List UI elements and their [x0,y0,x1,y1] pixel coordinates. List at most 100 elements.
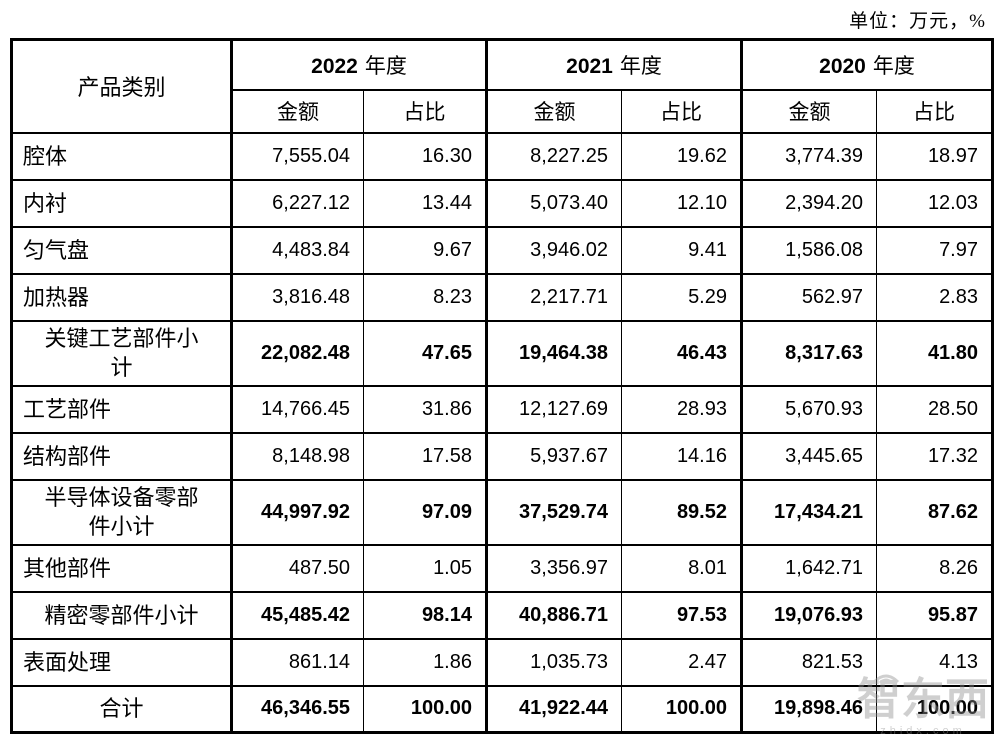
table-row: 内衬 6,227.12 13.44 5,073.40 12.10 2,394.2… [11,178,993,228]
ratio-2021: 5.29 [621,272,742,322]
amount-2021: 3,356.97 [485,543,622,593]
amount-2022: 45,485.42 [230,590,364,640]
amount-2022: 44,997.92 [230,478,364,546]
ratio-2020: 41.80 [876,319,993,387]
year-suffix: 年度 [872,53,915,78]
amount-2022: 22,082.48 [230,319,364,387]
product-category-header: 产品类别 [11,38,232,134]
amount-header-2022: 金额 [230,88,364,134]
ratio-2020: 28.50 [876,384,993,434]
ratio-2021: 2.47 [621,637,742,687]
amount-2022: 8,148.98 [230,431,364,481]
table-row: 加热器 3,816.48 8.23 2,217.71 5.29 562.97 2… [11,272,993,322]
amount-2021: 37,529.74 [485,478,622,546]
ratio-2022: 16.30 [363,131,487,181]
row-label: 半导体设备零部件小计 [11,478,232,546]
amount-2021: 40,886.71 [485,590,622,640]
year-suffix: 年度 [619,53,662,78]
row-label: 合计 [11,684,232,734]
amount-2020: 5,670.93 [740,384,877,434]
table-row-subtotal: 精密零部件小计 45,485.42 98.14 40,886.71 97.53 … [11,590,993,640]
row-label: 匀气盘 [11,225,232,275]
amount-2022: 487.50 [230,543,364,593]
amount-2022: 3,816.48 [230,272,364,322]
amount-2020: 8,317.63 [740,319,877,387]
amount-2022: 6,227.12 [230,178,364,228]
amount-2022: 4,483.84 [230,225,364,275]
amount-2020: 19,898.46 [740,684,877,734]
amount-2021: 8,227.25 [485,131,622,181]
table-row: 表面处理 861.14 1.86 1,035.73 2.47 821.53 4.… [11,637,993,687]
ratio-2022: 1.05 [363,543,487,593]
row-label: 加热器 [11,272,232,322]
year-number: 2021 [566,54,613,78]
year-number: 2022 [311,54,358,78]
ratio-2022: 13.44 [363,178,487,228]
table-row: 腔体 7,555.04 16.30 8,227.25 19.62 3,774.3… [11,131,993,181]
amount-2020: 2,394.20 [740,178,877,228]
ratio-2022: 8.23 [363,272,487,322]
ratio-2020: 8.26 [876,543,993,593]
ratio-2022: 47.65 [363,319,487,387]
amount-2022: 7,555.04 [230,131,364,181]
unit-label: 单位：万元，% [849,11,986,32]
product-revenue-table: 产品类别 2022 年度 2021 年度 2020 年度 金额 占比 金额 占比 金额… [10,38,994,734]
row-label: 腔体 [11,131,232,181]
row-label: 其他部件 [11,543,232,593]
amount-2020: 562.97 [740,272,877,322]
amount-2021: 12,127.69 [485,384,622,434]
ratio-2021: 8.01 [621,543,742,593]
amount-2021: 1,035.73 [485,637,622,687]
table-row: 工艺部件 14,766.45 31.86 12,127.69 28.93 5,6… [11,384,993,434]
amount-2021: 5,073.40 [485,178,622,228]
ratio-2021: 19.62 [621,131,742,181]
amount-2022: 861.14 [230,637,364,687]
amount-2020: 19,076.93 [740,590,877,640]
ratio-2020: 95.87 [876,590,993,640]
table-row-total: 合计 46,346.55 100.00 41,922.44 100.00 19,… [11,684,993,734]
ratio-2022: 98.14 [363,590,487,640]
year-suffix: 年度 [364,53,407,78]
amount-2021: 19,464.38 [485,319,622,387]
table-row-subtotal: 半导体设备零部件小计 44,997.92 97.09 37,529.74 89.… [11,478,993,546]
ratio-2020: 17.32 [876,431,993,481]
ratio-2022: 17.58 [363,431,487,481]
amount-header-2020: 金额 [740,88,877,134]
ratio-2022: 31.86 [363,384,487,434]
ratio-2022: 97.09 [363,478,487,546]
ratio-2021: 9.41 [621,225,742,275]
ratio-header-2020: 占比 [876,88,993,134]
table-header-sub-row: 金额 占比 金额 占比 金额 占比 [12,88,993,134]
ratio-2021: 14.16 [621,431,742,481]
amount-2021: 2,217.71 [485,272,622,322]
ratio-header-2022: 占比 [363,88,487,134]
amount-2020: 821.53 [740,637,877,687]
ratio-2021: 28.93 [621,384,742,434]
table-header-year-row: 产品类别 2022 年度 2021 年度 2020 年度 [11,38,993,134]
year-number: 2020 [819,54,866,78]
amount-header-2021: 金额 [485,88,622,134]
year-header-2021: 2021 年度 [485,38,742,91]
ratio-2022: 9.67 [363,225,487,275]
row-label: 结构部件 [11,431,232,481]
amount-2021: 3,946.02 [485,225,622,275]
row-label: 工艺部件 [11,384,232,434]
ratio-2020: 7.97 [876,225,993,275]
ratio-2022: 1.86 [363,637,487,687]
ratio-2020: 18.97 [876,131,993,181]
amount-2022: 14,766.45 [230,384,364,434]
ratio-2020: 12.03 [876,178,993,228]
ratio-2022: 100.00 [363,684,487,734]
row-label: 表面处理 [11,637,232,687]
amount-2020: 1,642.71 [740,543,877,593]
amount-2022: 46,346.55 [230,684,364,734]
amount-2020: 1,586.08 [740,225,877,275]
row-label: 内衬 [11,178,232,228]
amount-2020: 3,774.39 [740,131,877,181]
table-row: 结构部件 8,148.98 17.58 5,937.67 14.16 3,445… [11,431,993,481]
amount-2020: 17,434.21 [740,478,877,546]
year-header-2020: 2020 年度 [740,38,993,91]
ratio-header-2021: 占比 [621,88,742,134]
ratio-2021: 97.53 [621,590,742,640]
table-row-subtotal: 关键工艺部件小计 22,082.48 47.65 19,464.38 46.43… [11,319,993,387]
